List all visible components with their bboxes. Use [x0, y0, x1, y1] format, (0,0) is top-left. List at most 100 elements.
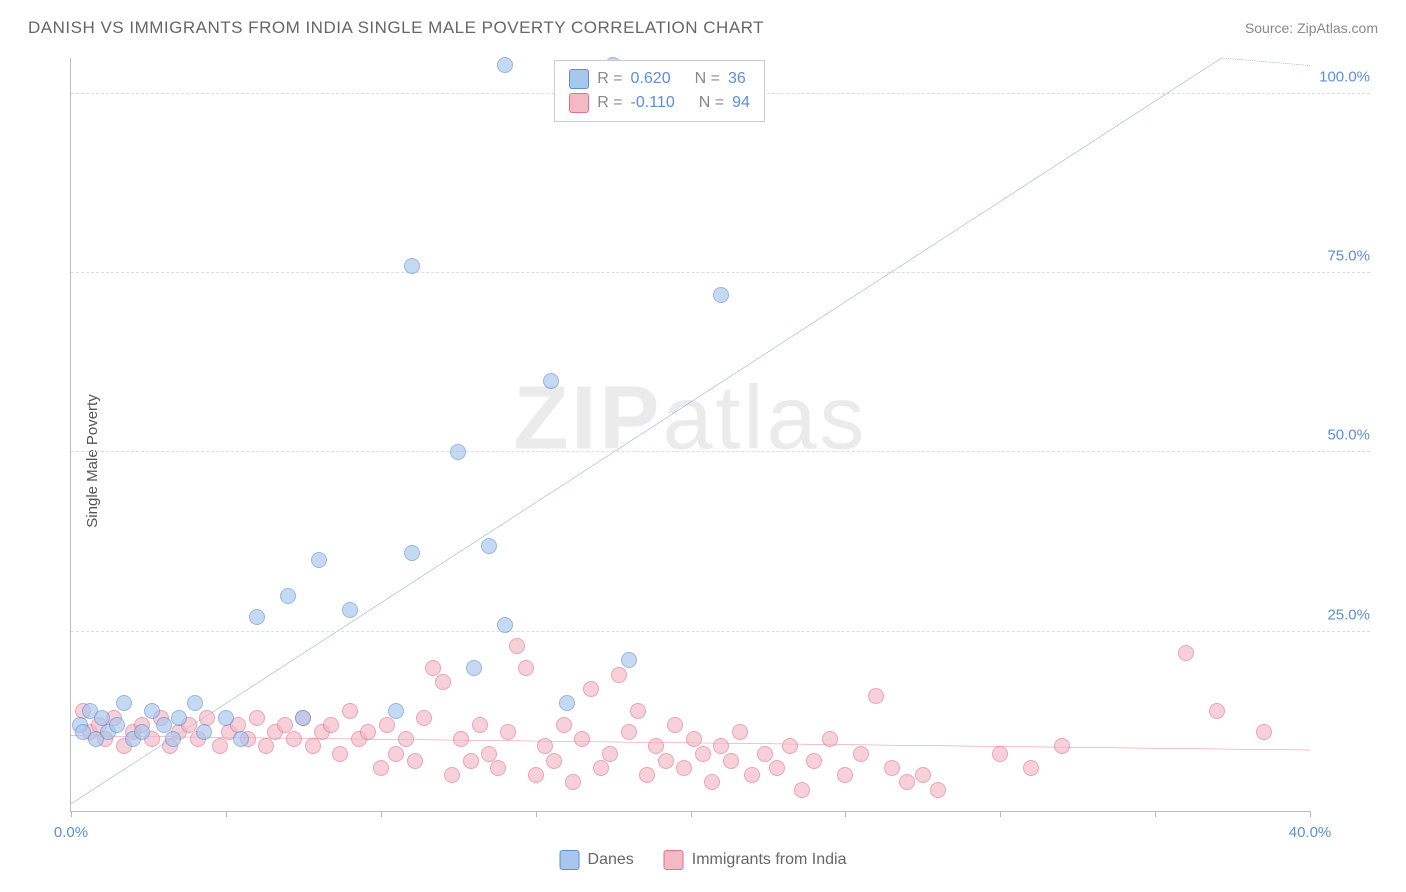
data-point-india — [713, 738, 729, 754]
data-point-danes — [165, 731, 181, 747]
data-point-india — [407, 753, 423, 769]
data-point-india — [388, 746, 404, 762]
data-point-india — [621, 724, 637, 740]
x-tick — [1155, 811, 1156, 817]
data-point-danes — [713, 287, 729, 303]
data-point-india — [398, 731, 414, 747]
data-point-india — [806, 753, 822, 769]
data-point-danes — [543, 373, 559, 389]
data-point-india — [868, 688, 884, 704]
legend-item-danes: Danes — [560, 850, 634, 870]
data-point-india — [899, 774, 915, 790]
data-point-danes — [171, 710, 187, 726]
data-point-india — [425, 660, 441, 676]
data-point-india — [546, 753, 562, 769]
data-point-india — [794, 782, 810, 798]
data-point-india — [500, 724, 516, 740]
legend-item-india: Immigrants from India — [664, 850, 847, 870]
data-point-india — [472, 717, 488, 733]
r-label: R = — [597, 94, 622, 112]
stats-row-india: R = -0.110 N = 94 — [569, 91, 750, 115]
y-tick-label: 25.0% — [1327, 606, 1370, 623]
data-point-india — [992, 746, 1008, 762]
data-point-danes — [450, 444, 466, 460]
x-tick — [691, 811, 692, 817]
data-point-danes — [196, 724, 212, 740]
data-point-india — [732, 724, 748, 740]
data-point-danes — [388, 703, 404, 719]
data-point-danes — [466, 660, 482, 676]
data-point-danes — [134, 724, 150, 740]
y-tick-label: 50.0% — [1327, 427, 1370, 444]
data-point-india — [249, 710, 265, 726]
y-tick-label: 100.0% — [1319, 68, 1370, 85]
data-point-india — [1256, 724, 1272, 740]
data-point-india — [930, 782, 946, 798]
data-point-india — [509, 638, 525, 654]
n-value-danes: 36 — [728, 70, 746, 88]
data-point-india — [556, 717, 572, 733]
data-point-danes — [404, 545, 420, 561]
data-point-danes — [116, 695, 132, 711]
gridline — [71, 631, 1370, 632]
x-tick-label: 0.0% — [54, 824, 88, 841]
data-point-danes — [109, 717, 125, 733]
data-point-india — [884, 760, 900, 776]
legend-label-india: Immigrants from India — [692, 851, 847, 869]
x-tick — [536, 811, 537, 817]
data-point-india — [332, 746, 348, 762]
data-point-india — [453, 731, 469, 747]
n-label: N = — [699, 94, 724, 112]
swatch-danes — [560, 850, 580, 870]
legend-label-danes: Danes — [588, 851, 634, 869]
series-legend: Danes Immigrants from India — [560, 850, 847, 870]
data-point-danes — [404, 258, 420, 274]
data-point-india — [323, 717, 339, 733]
x-tick — [381, 811, 382, 817]
data-point-india — [853, 746, 869, 762]
swatch-india — [664, 850, 684, 870]
data-point-india — [676, 760, 692, 776]
data-point-india — [258, 738, 274, 754]
source-label: Source: ZipAtlas.com — [1245, 20, 1378, 36]
data-point-india — [695, 746, 711, 762]
data-point-india — [277, 717, 293, 733]
data-point-india — [704, 774, 720, 790]
data-point-india — [360, 724, 376, 740]
r-label: R = — [597, 70, 622, 88]
data-point-india — [481, 746, 497, 762]
data-point-india — [1209, 703, 1225, 719]
data-point-india — [602, 746, 618, 762]
data-point-india — [305, 738, 321, 754]
n-value-india: 94 — [732, 94, 750, 112]
data-point-india — [915, 767, 931, 783]
data-point-india — [782, 738, 798, 754]
data-point-india — [723, 753, 739, 769]
stats-row-danes: R = 0.620 N = 36 — [569, 67, 750, 91]
stats-legend: R = 0.620 N = 36 R = -0.110 N = 94 — [554, 60, 765, 122]
chart-title: DANISH VS IMMIGRANTS FROM INDIA SINGLE M… — [28, 18, 764, 38]
swatch-india — [569, 93, 589, 113]
data-point-india — [593, 760, 609, 776]
data-point-india — [444, 767, 460, 783]
data-point-india — [1054, 738, 1070, 754]
data-point-danes — [233, 731, 249, 747]
data-point-danes — [311, 552, 327, 568]
data-point-india — [463, 753, 479, 769]
data-point-danes — [621, 652, 637, 668]
plot-area: ZIPatlas R = 0.620 N = 36 R = -0.110 N =… — [70, 58, 1310, 812]
data-point-danes — [187, 695, 203, 711]
r-value-danes: 0.620 — [631, 70, 671, 88]
data-point-india — [686, 731, 702, 747]
data-point-danes — [295, 710, 311, 726]
data-point-india — [822, 731, 838, 747]
data-point-india — [630, 703, 646, 719]
data-point-india — [639, 767, 655, 783]
data-point-danes — [144, 703, 160, 719]
data-point-india — [658, 753, 674, 769]
gridline — [71, 451, 1370, 452]
data-point-india — [342, 703, 358, 719]
data-point-india — [373, 760, 389, 776]
data-point-danes — [218, 710, 234, 726]
data-point-india — [1023, 760, 1039, 776]
